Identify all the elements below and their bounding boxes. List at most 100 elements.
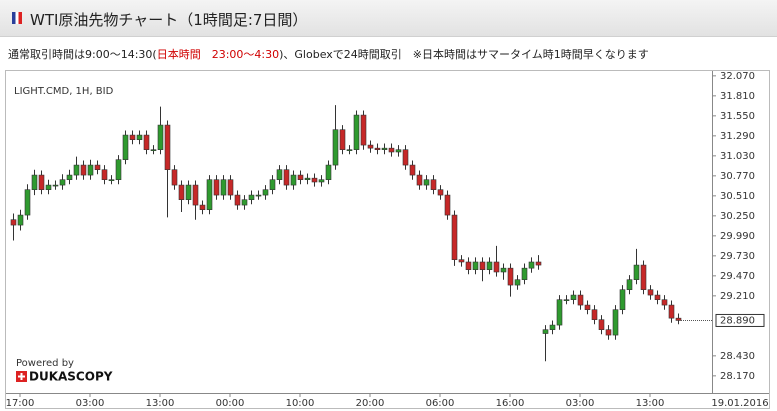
candle-body [318, 179, 325, 183]
candle-body [262, 189, 269, 196]
candle-body [563, 299, 570, 301]
candle-body [500, 267, 507, 273]
candle-body [640, 264, 647, 290]
candle-body [675, 317, 682, 321]
candle-body [437, 189, 444, 196]
candle-body [556, 299, 563, 326]
candle-body [458, 259, 465, 263]
candle-body [115, 159, 122, 180]
candle-body [227, 179, 234, 196]
x-tick-label: 20:00 [356, 398, 385, 409]
credit-label: Powered by [16, 358, 74, 369]
candle-body [276, 169, 283, 180]
candle-body [528, 261, 535, 269]
candle-body [626, 279, 633, 290]
y-tick-label: 30.510 [720, 191, 755, 202]
y-tick-label: 30.250 [720, 211, 755, 222]
candle-body [87, 164, 94, 176]
candle-body [444, 194, 451, 216]
candle-body [633, 264, 640, 280]
candle-body [493, 261, 500, 273]
candle-body [80, 164, 87, 176]
candle-body [213, 179, 220, 196]
candle-body [521, 267, 528, 280]
candle-body [108, 179, 115, 181]
y-tick-label: 29.210 [720, 291, 755, 302]
candle-body [360, 114, 367, 146]
candle-body [647, 289, 654, 296]
candle-body [381, 147, 388, 150]
candle-body [220, 179, 227, 196]
candle-body [17, 214, 24, 226]
x-tick-label: 17:00 [6, 398, 35, 409]
candle-body [241, 199, 248, 206]
candle-body [612, 309, 619, 336]
note-highlight: 日本時間 23:00～4:30 [156, 48, 280, 61]
candle-body [185, 184, 192, 200]
candle-body [248, 194, 255, 200]
candle-body [346, 149, 353, 151]
candle-body [451, 214, 458, 260]
candle-body [325, 164, 332, 180]
candle-body [234, 194, 241, 206]
page-title: WTI原油先物チャート（1時間足:7日間） [30, 11, 308, 29]
candle-body [542, 329, 549, 334]
candle-body [661, 299, 668, 306]
candle-body [367, 144, 374, 149]
y-tick-label: 31.030 [720, 151, 755, 162]
candle-body [479, 261, 486, 270]
candle-body [353, 114, 360, 150]
candle-body [430, 179, 437, 190]
candle-body [206, 179, 213, 210]
x-tick-label: 00:00 [216, 398, 245, 409]
logo-cross [18, 373, 25, 380]
candle-body [486, 261, 493, 270]
candle-body [24, 189, 31, 216]
candle-body [465, 261, 472, 270]
instrument-label: LIGHT.CMD, 1H, BID [14, 86, 114, 97]
candle-body [598, 319, 605, 330]
chart-frame [5, 70, 770, 409]
candle-body [388, 147, 395, 153]
candle-body [59, 179, 66, 186]
candle-body [535, 261, 542, 266]
x-tick-label: 13:00 [146, 398, 175, 409]
candle-body [549, 324, 556, 330]
candle-body [164, 124, 171, 170]
y-tick-label: 31.550 [720, 111, 755, 122]
candle-body [668, 304, 675, 319]
brand-label: DUKASCOPY [29, 370, 113, 384]
candle-body [619, 289, 626, 310]
candle-body [409, 164, 416, 176]
flag-icon [12, 12, 22, 24]
candle-body [52, 184, 59, 187]
candle-body [472, 261, 479, 270]
candle-body [157, 124, 164, 150]
candle-body [339, 129, 346, 150]
y-tick-label: 29.990 [720, 231, 755, 242]
candle-body [514, 279, 521, 286]
candle-body [129, 134, 136, 140]
candle-body [416, 174, 423, 186]
candle-body [584, 304, 591, 310]
candle-body [171, 169, 178, 186]
candle-body [150, 149, 157, 151]
candle-body [178, 184, 185, 200]
note-text: 通常取引時間は9:00～14:30( [8, 48, 157, 61]
candle-body [570, 294, 577, 300]
candle-body [38, 174, 45, 190]
candle-body [10, 219, 17, 226]
last-price-label: 28.890 [720, 315, 755, 326]
candle-body [45, 184, 52, 190]
candle-body [199, 204, 206, 210]
x-tick-label: 06:00 [426, 398, 455, 409]
last-price-box [715, 313, 765, 327]
candle-body [255, 194, 262, 197]
candle-body [73, 164, 80, 176]
candle-body [374, 147, 381, 150]
candle-body [283, 169, 290, 186]
candle-body [577, 294, 584, 306]
candle-body [654, 294, 661, 300]
